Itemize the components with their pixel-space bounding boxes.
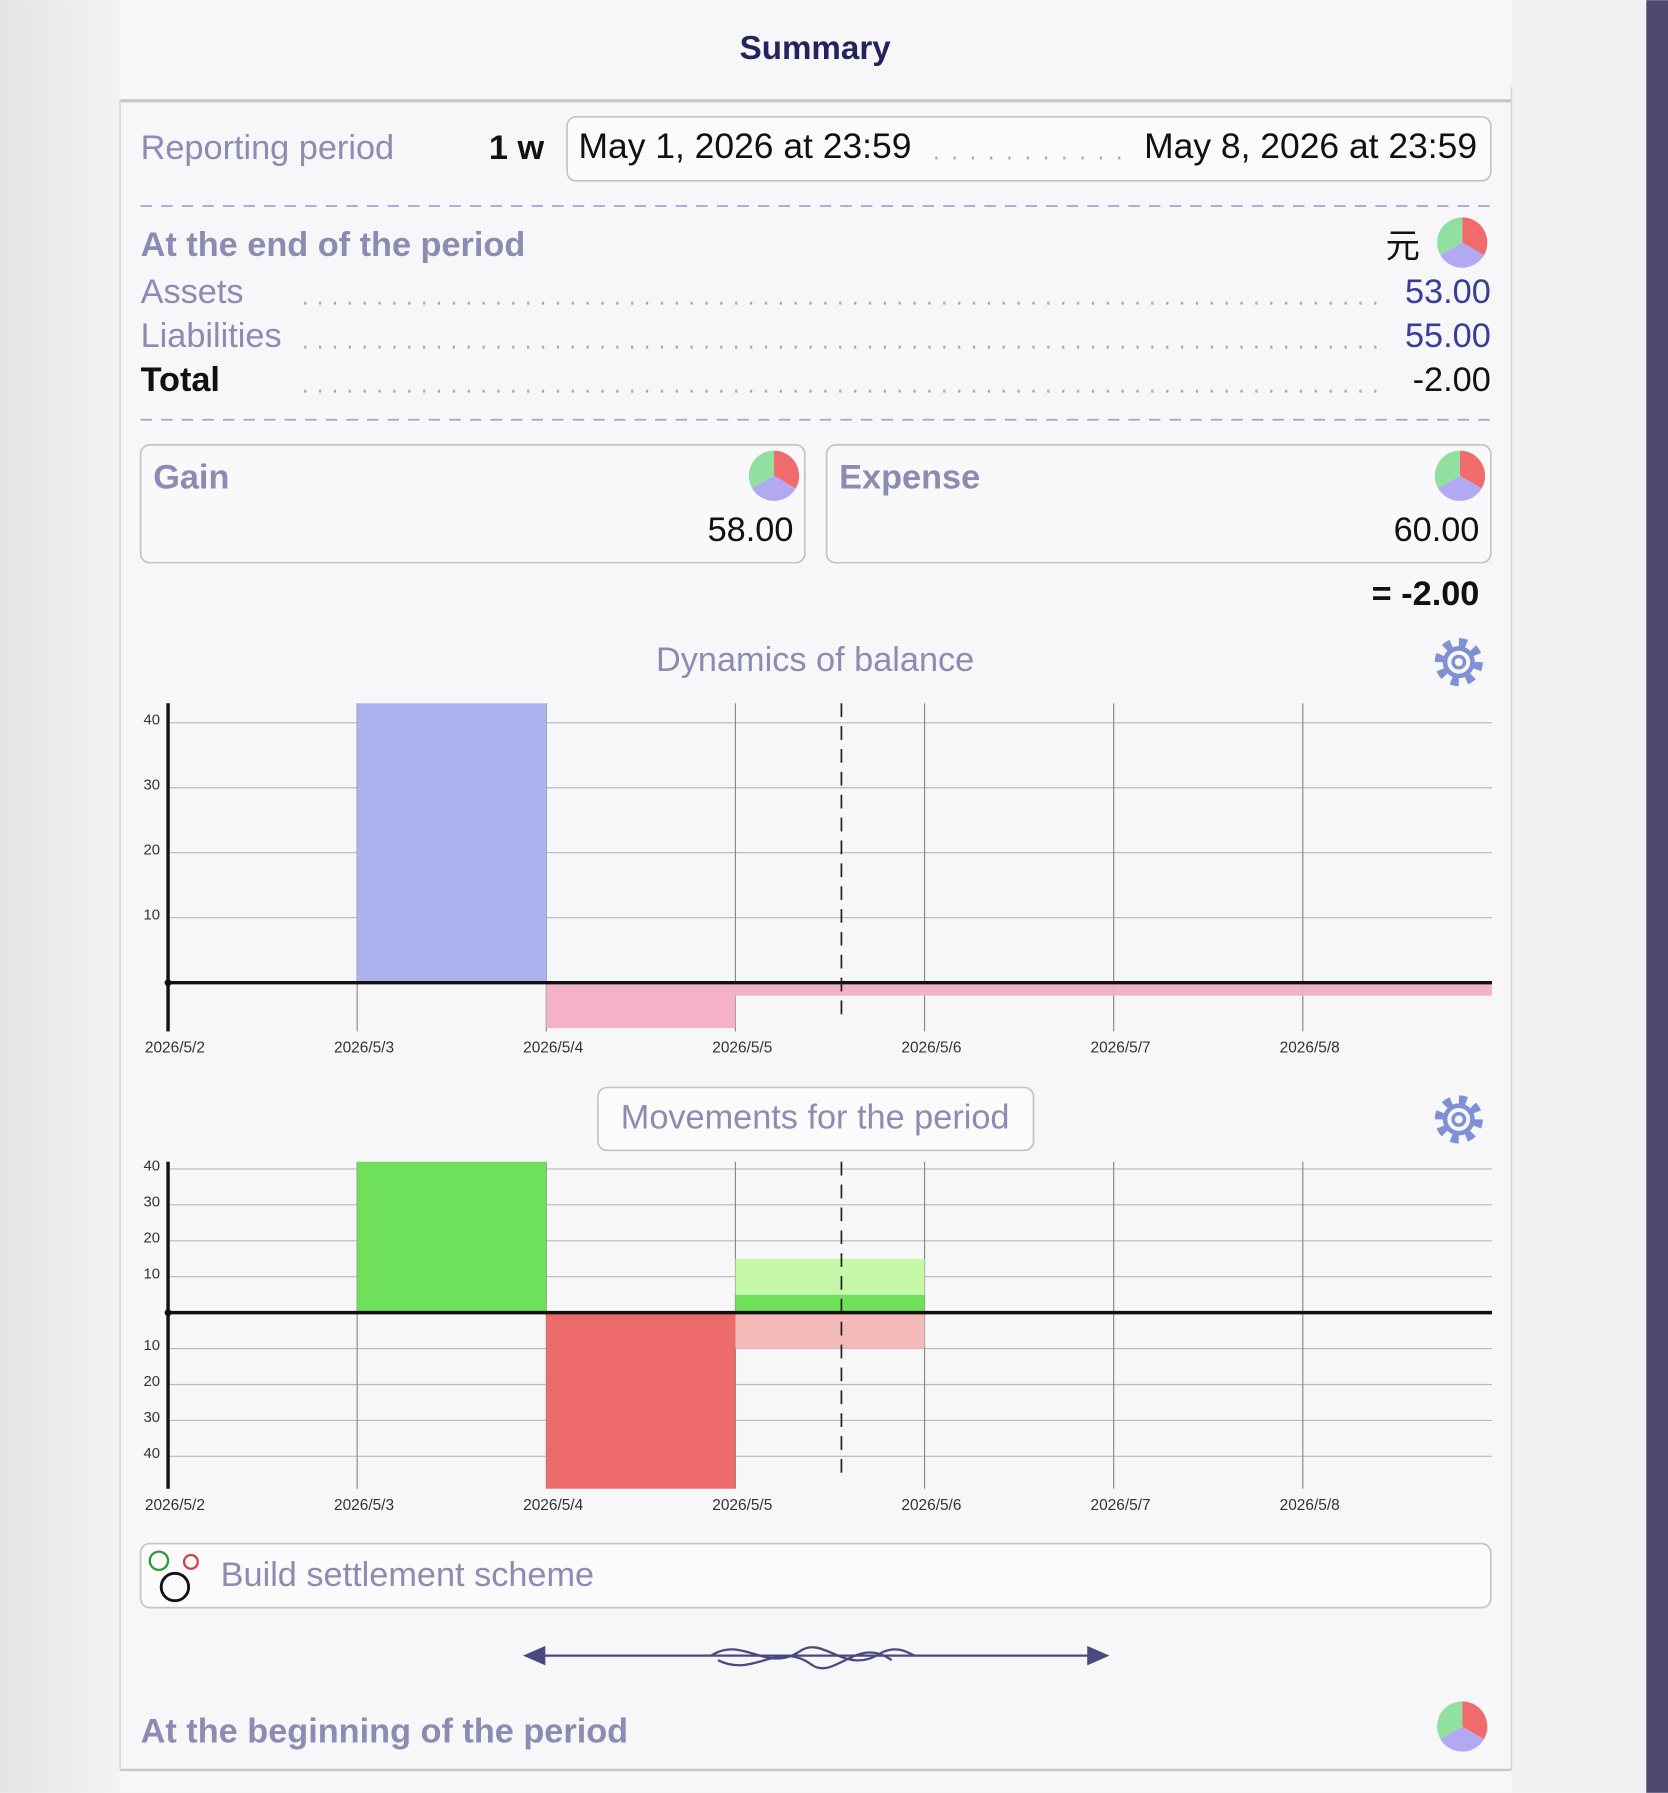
screen-title: Summary [740, 30, 892, 67]
x-tick-label: 2026/5/5 [712, 1040, 772, 1057]
y-tick-label: 10 [144, 1266, 161, 1282]
x-tick-label: 2026/5/4 [523, 1497, 583, 1514]
y-tick-label: 10 [144, 1338, 161, 1354]
period-end[interactable]: May 8, 2026 at 23:59 [1144, 126, 1477, 166]
ornament [523, 1645, 1110, 1670]
x-tick-label: 2026/5/3 [334, 1497, 394, 1514]
x-tick-label: 2026/5/6 [901, 1497, 961, 1514]
right-margin [1511, 0, 1647, 1793]
period-box[interactable] [566, 115, 1492, 182]
x-tick-label: 2026/5/2 [145, 1040, 205, 1057]
expense-label: Expense [839, 458, 980, 496]
row-value: 55.00 [1405, 317, 1491, 355]
settings-button[interactable] [1442, 1103, 1475, 1136]
bar [357, 1161, 547, 1313]
y-tick-label: 10 [144, 907, 161, 923]
x-tick-label: 2026/5/8 [1280, 1040, 1340, 1057]
bar [924, 982, 1114, 996]
row-label: Liabilities [141, 317, 282, 355]
expense-value: 60.00 [1394, 511, 1480, 549]
period-label: Reporting period [141, 129, 394, 167]
pie-icon[interactable] [1440, 242, 1484, 268]
y-tick-label: 40 [144, 1446, 161, 1462]
pie-icon[interactable] [752, 475, 796, 501]
y-tick-label: 30 [144, 1410, 161, 1426]
bar [546, 982, 736, 1029]
period-length[interactable]: 1 w [489, 129, 545, 167]
section-title: At the beginning of the period [141, 1712, 629, 1750]
chart-title: Dynamics of balance [656, 641, 974, 679]
balance-rows: Assets 53.00 Liabilities 55.00 Total -2.00 [141, 273, 1491, 399]
x-tick-label: 2026/5/6 [901, 1040, 961, 1057]
gain-card[interactable] [139, 444, 806, 564]
bar [546, 1312, 736, 1489]
period-start[interactable]: May 1, 2026 at 23:59 [578, 126, 911, 166]
pie-icon[interactable] [1462, 217, 1488, 256]
settings-button[interactable] [1442, 646, 1475, 679]
x-tick-label: 2026/5/3 [334, 1040, 394, 1057]
settings-button[interactable] [1451, 654, 1467, 670]
pie-icon[interactable] [1438, 475, 1482, 501]
x-tick-label: 2026/5/2 [145, 1497, 205, 1514]
icon [182, 1553, 199, 1570]
bar [735, 982, 925, 996]
y-tick-label: 20 [144, 842, 161, 858]
y-tick-label: 30 [144, 777, 161, 793]
chart-title[interactable]: Movements for the period [621, 1098, 1010, 1136]
pie-icon[interactable] [748, 450, 774, 489]
pie-icon[interactable] [773, 450, 800, 489]
y-tick-label: 40 [144, 1159, 161, 1175]
y-tick-label: 30 [144, 1194, 161, 1210]
bar [1302, 982, 1492, 996]
left-margin [0, 0, 121, 1793]
y-tick-label: 20 [144, 1374, 161, 1390]
gain-value: 58.00 [708, 511, 794, 549]
settlement-button[interactable] [139, 1542, 1492, 1609]
y-tick-label: 20 [144, 1230, 161, 1246]
row-label: Total [141, 361, 220, 399]
bar [735, 1294, 925, 1313]
section-title: At the end of the period [141, 226, 526, 264]
currency[interactable]: 元 [1386, 227, 1420, 265]
settings-button[interactable] [1451, 1112, 1467, 1127]
x-tick-label: 2026/5/4 [523, 1040, 583, 1057]
x-tick-label: 2026/5/5 [712, 1497, 772, 1514]
result: = -2.00 [1372, 575, 1480, 613]
pie-icon[interactable] [1437, 1701, 1463, 1739]
settlement-label[interactable]: Build settlement scheme [221, 1556, 594, 1594]
expense-card[interactable] [825, 444, 1492, 564]
row-label: Assets [141, 273, 244, 311]
origin-dot [164, 1309, 172, 1317]
icon [148, 1550, 170, 1572]
x-tick-label: 2026/5/7 [1091, 1497, 1151, 1514]
row-value: -2.00 [1413, 361, 1491, 399]
x-tick-label: 2026/5/7 [1091, 1040, 1151, 1057]
icon [159, 1571, 191, 1603]
settings-button[interactable] [1434, 638, 1483, 687]
pie-icon[interactable] [1437, 217, 1463, 255]
chart-title-box[interactable] [597, 1086, 1035, 1152]
bar [357, 703, 547, 983]
pie-icon[interactable] [1459, 450, 1486, 489]
pie-icon[interactable] [1462, 1701, 1488, 1740]
right-edge [1646, 0, 1668, 1793]
row-value: 53.00 [1405, 273, 1491, 311]
pie-icon[interactable] [1434, 450, 1460, 489]
bar [1113, 982, 1303, 996]
bar [735, 1312, 925, 1349]
x-tick-label: 2026/5/8 [1280, 1497, 1340, 1514]
origin-dot [164, 979, 172, 987]
bar [735, 1258, 925, 1295]
y-tick-label: 40 [144, 712, 161, 728]
pie-icon[interactable] [1440, 1726, 1484, 1752]
gain-label: Gain [153, 458, 229, 496]
